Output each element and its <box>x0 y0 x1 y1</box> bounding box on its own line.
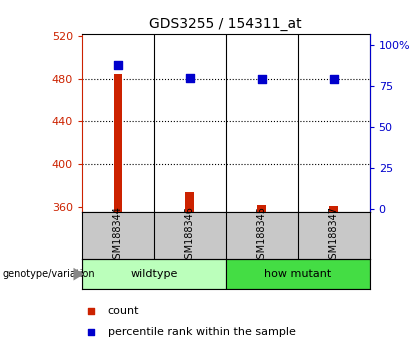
Text: how mutant: how mutant <box>264 269 331 279</box>
Bar <box>113 74 122 212</box>
Bar <box>186 192 194 212</box>
Bar <box>82 259 226 289</box>
Text: count: count <box>108 306 139 316</box>
Point <box>258 76 265 82</box>
Point <box>87 308 94 314</box>
Text: wildtype: wildtype <box>130 269 178 279</box>
Bar <box>257 205 266 212</box>
Text: GSM188345: GSM188345 <box>257 206 267 265</box>
Text: GSM188346: GSM188346 <box>185 206 195 265</box>
Title: GDS3255 / 154311_at: GDS3255 / 154311_at <box>150 17 302 31</box>
Point <box>330 76 337 82</box>
Point <box>87 330 94 335</box>
Bar <box>226 259 370 289</box>
Point <box>115 62 121 68</box>
Bar <box>329 206 338 212</box>
Text: genotype/variation: genotype/variation <box>2 269 95 279</box>
Text: GSM188347: GSM188347 <box>328 206 339 265</box>
Text: percentile rank within the sample: percentile rank within the sample <box>108 327 296 337</box>
Point <box>186 75 193 81</box>
Text: GSM188344: GSM188344 <box>113 206 123 265</box>
